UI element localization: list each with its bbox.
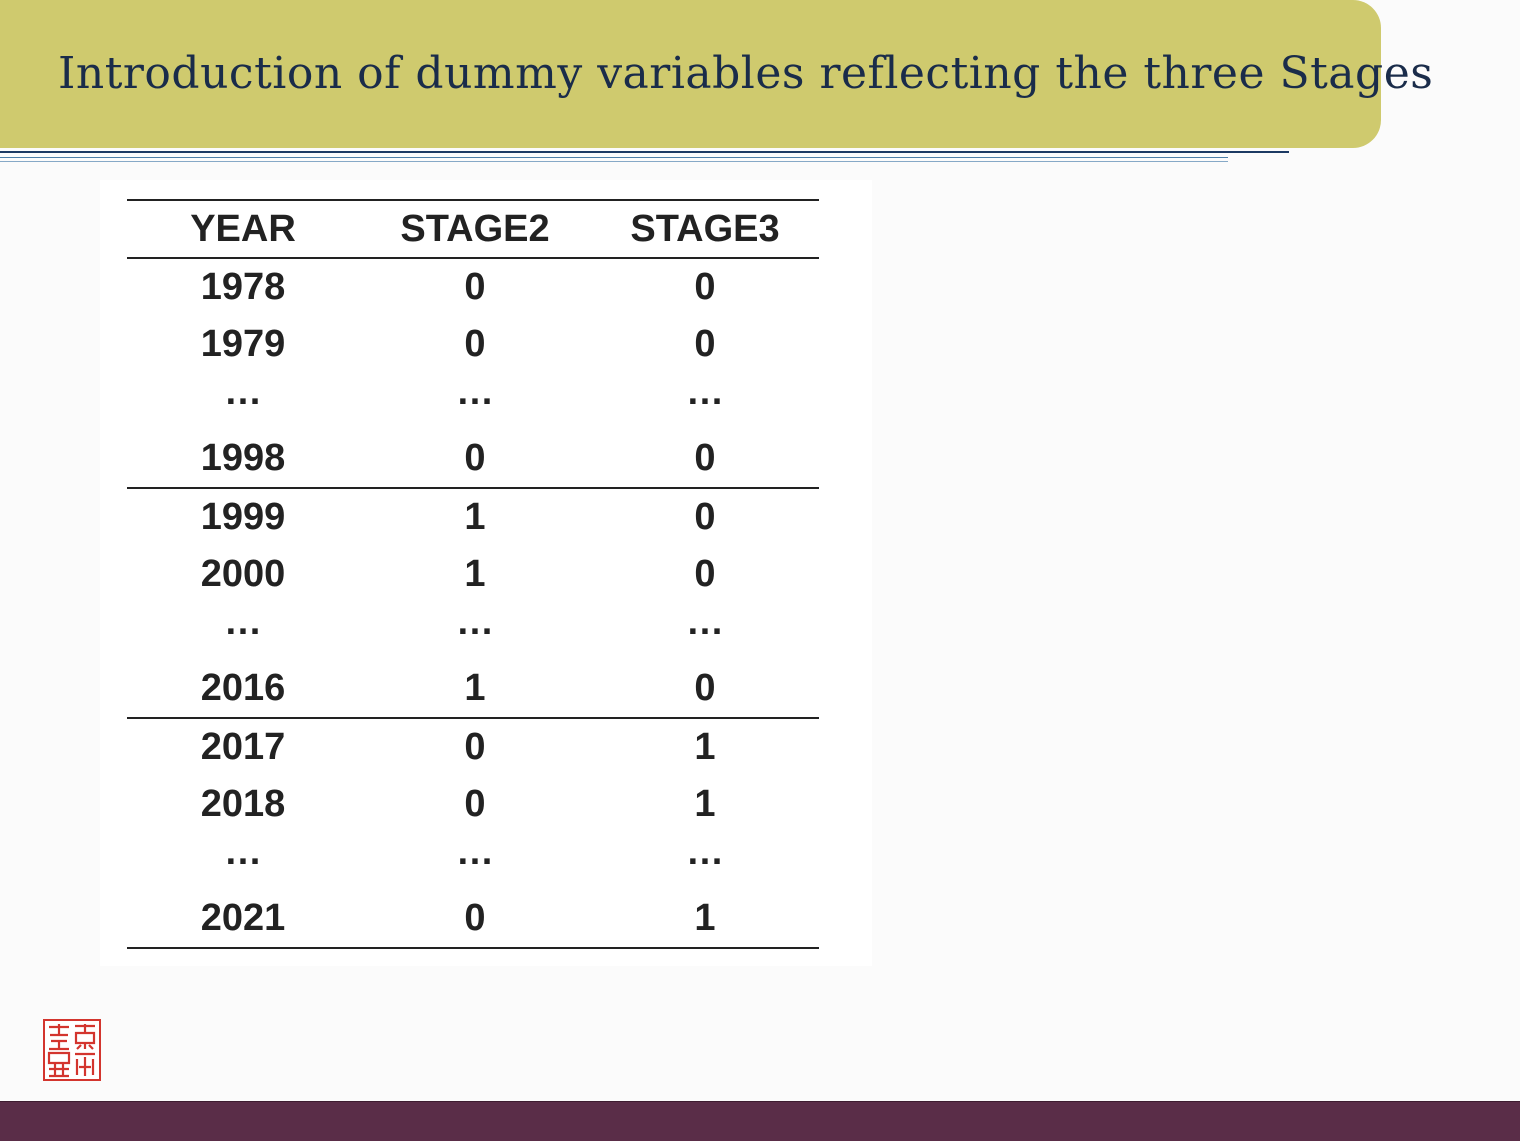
divider-line [0,151,1289,153]
table-row: 2016 1 0 [127,660,819,719]
table-header-row: YEAR STAGE2 STAGE3 [127,199,819,259]
table-panel [100,180,872,966]
cell-stage3: 0 [694,266,716,308]
cell-year: 1979 [200,323,286,365]
table-row: 2021 0 1 [127,890,819,949]
cell-stage3: … [686,831,724,873]
cell-stage3: 0 [694,323,716,365]
table-row: 1978 0 0 [127,258,819,316]
table-row-ellipsis: … … … [127,603,819,660]
table-row: 2000 1 0 [127,546,819,603]
footer-bar [0,1101,1520,1141]
cell-stage3: 0 [591,430,819,489]
cell-stage3: 0 [694,553,716,595]
title-bar: Introduction of dummy variables reflecti… [0,0,1433,148]
cell-year: 2017 [200,726,286,768]
cell-year: 1978 [200,266,286,308]
cell-stage2: 0 [464,783,486,825]
divider-line [0,161,1228,162]
cell-stage3: 0 [591,660,819,719]
cell-stage2: 0 [359,430,591,489]
cell-year: … [224,601,262,643]
header-stage3: STAGE3 [591,199,819,259]
cell-year: 2021 [127,890,359,949]
red-seal-icon [43,1019,101,1081]
table-row-ellipsis: … … … [127,373,819,430]
table-row: 2018 0 1 [127,776,819,833]
slide-title: Introduction of dummy variables reflecti… [58,48,1434,99]
cell-year: 1999 [200,496,286,538]
cell-year: 2018 [200,783,286,825]
divider-line [0,157,1228,158]
cell-stage3: … [686,601,724,643]
cell-stage3: … [686,371,724,413]
table-row: 2017 0 1 [127,718,819,776]
table-row: 1999 1 0 [127,488,819,546]
cell-stage2: 0 [464,266,486,308]
cell-stage2: 1 [464,553,486,595]
cell-stage3: 0 [694,496,716,538]
table-row: 1979 0 0 [127,316,819,373]
cell-stage2: … [456,831,494,873]
cell-stage3: 1 [591,890,819,949]
cell-stage3: 1 [694,783,716,825]
cell-stage2: 1 [464,496,486,538]
cell-stage3: 1 [694,726,716,768]
cell-year: … [224,371,262,413]
cell-stage2: … [456,601,494,643]
cell-stage2: 0 [464,726,486,768]
cell-year: … [224,831,262,873]
header-year: YEAR [127,199,359,259]
cell-stage2: … [456,371,494,413]
cell-year: 1998 [127,430,359,489]
cell-stage2: 1 [359,660,591,719]
cell-year: 2016 [127,660,359,719]
header-stage2: STAGE2 [359,199,591,259]
cell-stage2: 0 [359,890,591,949]
dummy-variable-table: YEAR STAGE2 STAGE3 1978 0 0 1979 0 0 … …… [127,199,819,949]
cell-year: 2000 [200,553,286,595]
table-row: 1998 0 0 [127,430,819,489]
cell-stage2: 0 [464,323,486,365]
table-row-ellipsis: … … … [127,833,819,890]
